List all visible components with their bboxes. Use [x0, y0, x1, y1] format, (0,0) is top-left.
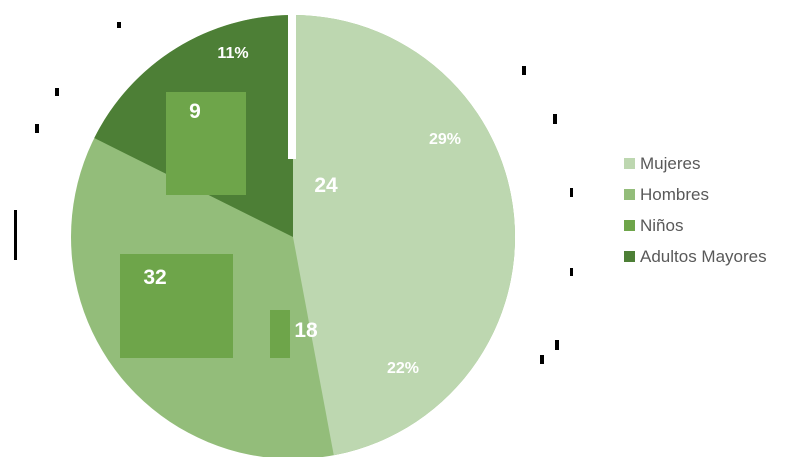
- data-labels: 29% 24 22% 18 32 11% 9: [143, 45, 461, 377]
- legend-swatch-hombres: [624, 189, 635, 200]
- legend-item-mujeres: Mujeres: [624, 152, 767, 175]
- data-label-hombres-value: 18: [294, 319, 318, 342]
- render-artifacts: [14, 22, 573, 364]
- data-label-mujeres-value: 24: [314, 174, 338, 197]
- legend-swatch-adultos-mayores: [624, 251, 635, 262]
- legend-item-hombres: Hombres: [624, 183, 767, 206]
- data-label-mujeres-percent: 29%: [429, 131, 461, 148]
- legend-label-hombres: Hombres: [640, 184, 709, 204]
- legend-label-ninos: Niños: [640, 215, 684, 235]
- split-line-top: [288, 14, 296, 159]
- legend: Mujeres Hombres Niños Adultos Mayores: [624, 152, 767, 276]
- legend-swatch-ninos: [624, 220, 635, 231]
- data-label-adultos-mayores-value: 9: [189, 100, 201, 123]
- label-box-ninos: [120, 254, 233, 358]
- data-label-adultos-mayores-percent: 11%: [217, 45, 248, 62]
- legend-item-adultos-mayores: Adultos Mayores: [624, 245, 767, 268]
- label-boxes: [120, 14, 296, 358]
- legend-swatch-mujeres: [624, 158, 635, 169]
- legend-label-mujeres: Mujeres: [640, 153, 701, 173]
- data-label-ninos-value: 32: [143, 266, 166, 289]
- label-box-hombres: [270, 310, 290, 358]
- data-label-hombres-percent: 22%: [387, 360, 419, 377]
- legend-item-ninos: Niños: [624, 214, 767, 237]
- label-box-adultos: [166, 92, 246, 195]
- pie-slice-mujeres: [293, 15, 516, 456]
- legend-label-adultos-mayores: Adultos Mayores: [640, 246, 767, 266]
